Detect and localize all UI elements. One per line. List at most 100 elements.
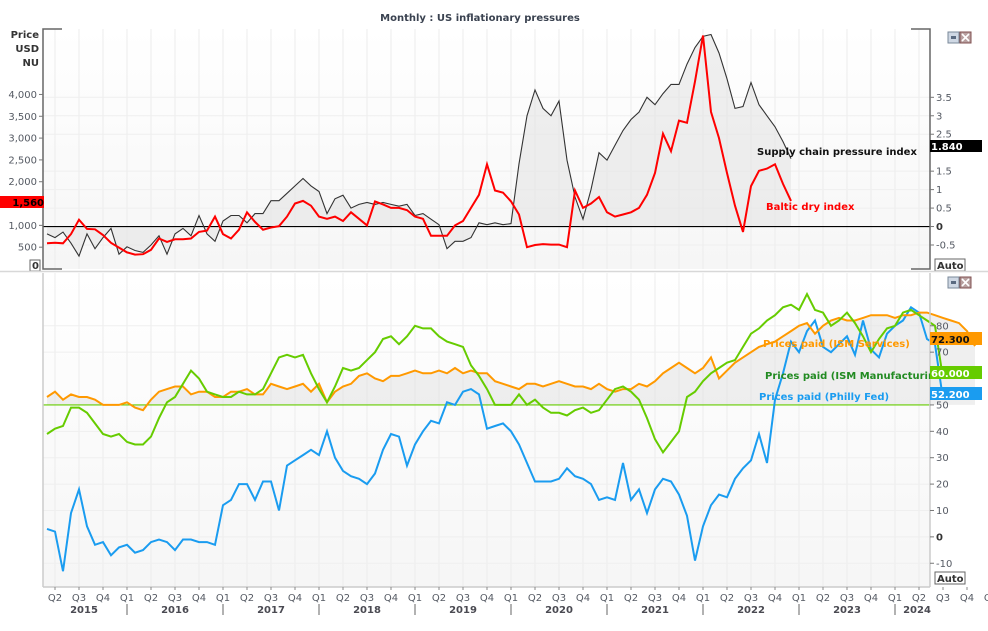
x-year-label: 2019 xyxy=(449,605,477,616)
ism-services-line xyxy=(46,311,976,412)
x-year-label: 2015 xyxy=(70,605,98,616)
philly-fed-last-value: 52.200 xyxy=(931,390,970,401)
x-year-label: 2023 xyxy=(833,605,861,616)
left-axis-label-price: Price xyxy=(11,30,40,41)
x-quarter-label: Q4 xyxy=(480,593,494,604)
minimize-icon-bar xyxy=(951,281,956,284)
chart-title: Monthly : US inflationary pressures xyxy=(380,13,580,24)
right-tick-label: 50 xyxy=(936,400,949,411)
x-quarter-label: Q2 xyxy=(432,593,446,604)
supply-series-label: Supply chain pressure index xyxy=(757,147,917,158)
left-tick-label: 2,000 xyxy=(8,177,37,188)
baltic-last-value-badge xyxy=(0,196,44,208)
x-year-label: 2024 xyxy=(903,605,931,616)
x-quarter-label: Q3 xyxy=(648,593,662,604)
right-tick-label: 20 xyxy=(936,480,949,491)
x-quarter-label: Q2 xyxy=(528,593,542,604)
top-zero-box-label: 0 xyxy=(32,261,39,272)
philly-fed-last-value-badge xyxy=(930,387,982,400)
top-left-axis-bracket xyxy=(42,28,62,270)
bottom-lines xyxy=(46,291,976,572)
x-quarter-label: Q2 xyxy=(48,593,62,604)
ism-manufacturing-last-value: 60.000 xyxy=(931,369,970,380)
left-tick-label: 500 xyxy=(18,243,37,254)
top-panel-controls xyxy=(947,31,972,44)
ism-manufacturing-label-clip: Prices paid (ISM Manufacturing) xyxy=(765,371,947,382)
supply-last-value-badge xyxy=(930,140,982,152)
x-quarter-label: Q2 xyxy=(240,593,254,604)
x-year-label: 2021 xyxy=(641,605,669,616)
x-quarter-label: Q2 xyxy=(336,593,350,604)
right-tick-label: 1 xyxy=(936,185,942,196)
x-quarter-label: Q2 xyxy=(720,593,734,604)
left-tick-label: 1,000 xyxy=(8,221,37,232)
x-quarter-label: Q4 xyxy=(960,593,974,604)
top-panel: Price USD NU 500 1,000 2,000 2,500 3,000 3,50… xyxy=(0,28,982,272)
x-quarter-label: Q1 xyxy=(504,593,518,604)
x-quarter-label: Q1 xyxy=(696,593,710,604)
x-quarter-label: Q3 xyxy=(264,593,278,604)
ism-services-last-value: 72.300 xyxy=(931,335,970,346)
baltic-dry-line xyxy=(46,35,792,256)
ism-manufacturing-last-value-badge xyxy=(930,366,982,379)
top-auto-label: Auto xyxy=(937,261,964,272)
supply-last-value: 1.840 xyxy=(931,142,963,153)
x-year-label: 2020 xyxy=(545,605,573,616)
x-quarter-label: Q3 xyxy=(456,593,470,604)
top-lines xyxy=(46,33,792,258)
bottom-right-ticks: -10 0 10 20 30 40 50 70 80 xyxy=(930,321,952,570)
x-quarter-label: Q4 xyxy=(864,593,878,604)
bottom-fill xyxy=(47,312,975,411)
x-quarter-label: Q1 xyxy=(120,593,134,604)
right-tick-label: 40 xyxy=(936,427,949,438)
ism-services-label: Prices paid (ISM Services) xyxy=(763,339,910,350)
x-quarter-label: Q4 xyxy=(96,593,110,604)
baltic-series-label: Baltic dry index xyxy=(766,202,855,213)
right-tick-label: -0.5 xyxy=(936,241,956,252)
right-tick-label: 10 xyxy=(936,506,949,517)
x-quarter-label: Q4 xyxy=(672,593,686,604)
left-axis-label-nu: NU xyxy=(23,58,40,69)
bottom-auto-label: Auto xyxy=(937,574,964,585)
right-tick-label: 1.5 xyxy=(936,167,952,178)
x-quarter-label: Q1 xyxy=(312,593,326,604)
x-quarter-label: Q3 xyxy=(744,593,758,604)
x-quarter-label: Q1 xyxy=(408,593,422,604)
x-quarter-label: Q3 xyxy=(552,593,566,604)
minimize-icon-bar xyxy=(951,36,956,39)
x-quarter-label: Q1 xyxy=(216,593,230,604)
right-tick-label: 0 xyxy=(936,222,943,233)
x-year-label: 2018 xyxy=(353,605,381,616)
x-quarter-label: Q4 xyxy=(384,593,398,604)
top-left-ticks: 500 1,000 2,000 2,500 3,000 3,500 4,000 xyxy=(8,90,43,254)
supply-area-fill xyxy=(47,34,791,257)
ism-services-last-value-badge xyxy=(930,332,982,345)
x-quarter-label: Q2 xyxy=(144,593,158,604)
bottom-auto-button[interactable] xyxy=(934,571,966,585)
supply-chain-line xyxy=(46,33,792,258)
ism-services-area-fill xyxy=(47,312,975,411)
right-tick-label: 3 xyxy=(936,111,942,122)
x-quarter-label: Q4 xyxy=(576,593,590,604)
x-quarter-label: Q3 xyxy=(72,593,86,604)
x-quarter-label: Q1 xyxy=(792,593,806,604)
right-tick-label: 70 xyxy=(936,348,949,359)
right-tick-label: 0.5 xyxy=(936,204,952,215)
right-tick-label: 2.5 xyxy=(936,130,952,141)
baltic-last-value: 1,560 xyxy=(12,198,44,209)
x-year-label: 2016 xyxy=(161,605,189,616)
left-tick-label: 4,000 xyxy=(8,90,37,101)
top-right-ticks: -0.5 0 0.5 1 1.5 2.5 3 3.5 xyxy=(930,93,956,252)
ism-manufacturing-label: Prices paid (ISM Manufacturing) xyxy=(765,371,947,382)
x-year-label: 2022 xyxy=(737,605,765,616)
x-quarter-label: Q1 xyxy=(888,593,902,604)
x-axis: Q2 Q3 Q4 Q1 Q2 Q3 Q4 Q1 Q2 Q3 Q4 Q1 Q2 Q3 Q4 Q1 Q2 Q3 Q4 Q1… xyxy=(48,587,988,616)
close-icon-x xyxy=(961,278,970,287)
x-quarter-label: Q2 xyxy=(624,593,638,604)
ism-manufacturing-line xyxy=(46,291,944,455)
x-quarter-label: Q4 xyxy=(192,593,206,604)
x-quarter-label: Q3 xyxy=(168,593,182,604)
philly-fed-label: Prices paid (Philly Fed) xyxy=(759,392,889,403)
right-tick-label: 30 xyxy=(936,453,949,464)
top-fill xyxy=(47,34,791,257)
